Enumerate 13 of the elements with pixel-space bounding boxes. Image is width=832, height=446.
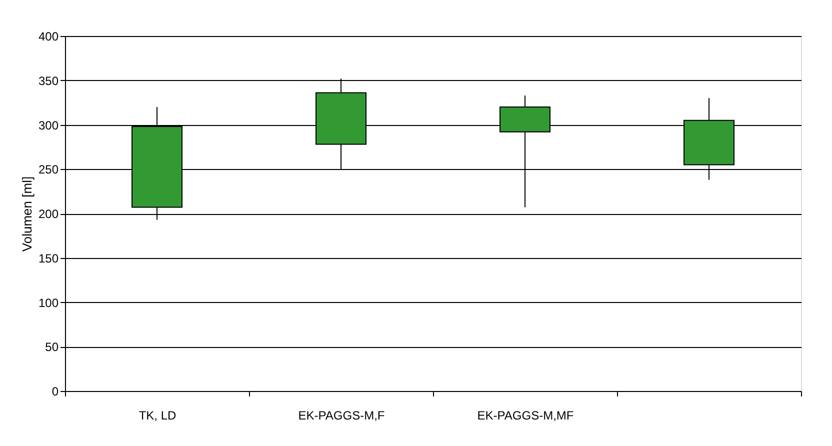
y-tick-label: 200: [38, 207, 59, 221]
y-tick-label: 150: [38, 251, 59, 266]
y-tick-label: 300: [38, 118, 59, 132]
y-tick-label: 0: [52, 384, 59, 398]
x-tick-label: EK-PAGGS-M,MF: [477, 408, 574, 422]
y-axis-title: Volumen [ml]: [19, 176, 34, 252]
y-tick-label: 50: [45, 340, 59, 354]
y-tick-label: 400: [38, 30, 59, 44]
y-tick-label: 350: [38, 74, 59, 88]
x-tick-label: EK-PAGGS-M,F: [298, 408, 385, 422]
y-tick-label: 100: [38, 296, 59, 310]
y-tick-label: 250: [38, 162, 59, 177]
x-tick-label: TK, LD: [138, 408, 177, 422]
